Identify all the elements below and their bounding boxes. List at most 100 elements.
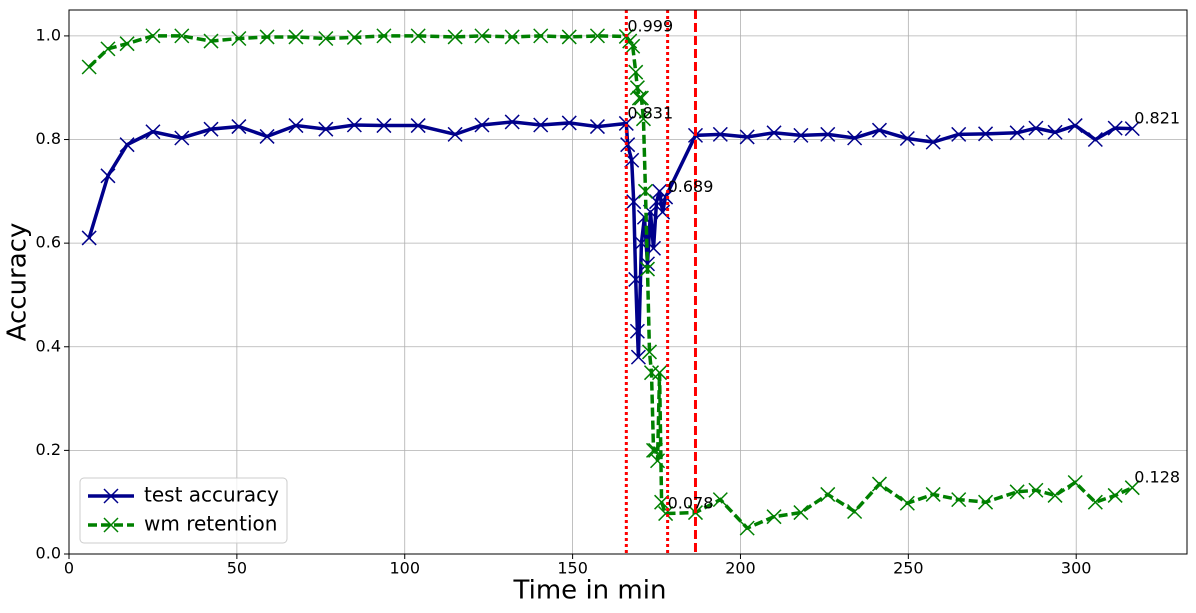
marker: [641, 344, 658, 360]
marker: [288, 29, 304, 45]
marker: [639, 256, 656, 272]
marker: [643, 365, 660, 381]
marker: [103, 488, 119, 504]
x-tick-label: 100: [389, 559, 420, 578]
marker: [1047, 124, 1063, 140]
marker: [633, 90, 649, 106]
marker: [1009, 125, 1025, 141]
y-tick-label: 0.0: [36, 544, 61, 563]
marker: [766, 509, 782, 525]
legend: test accuracy wm retention: [79, 477, 288, 544]
x-tick-label: 0: [64, 559, 74, 578]
marker: [626, 194, 642, 210]
y-axis-label: Accuracy: [3, 223, 33, 342]
annotation: 0.078: [668, 494, 714, 513]
marker: [847, 503, 863, 520]
marker: [766, 125, 782, 141]
marker: [145, 124, 161, 140]
marker: [645, 240, 662, 256]
marker: [504, 29, 520, 45]
marker: [951, 492, 967, 508]
marker: [100, 168, 116, 184]
marker: [145, 28, 161, 44]
marker: [1107, 487, 1123, 503]
marker: [871, 476, 887, 492]
y-tick-label: 0.4: [36, 336, 61, 355]
x-tick-label: 50: [227, 559, 247, 578]
marker: [533, 117, 549, 133]
y-tick-label: 0.2: [36, 440, 61, 459]
marker: [346, 117, 362, 133]
marker: [1124, 121, 1140, 137]
marker: [119, 36, 135, 52]
marker: [978, 494, 994, 510]
marker: [119, 137, 135, 153]
marker: [346, 29, 362, 45]
x-axis-label: Time in min: [513, 576, 667, 606]
legend-label: test accuracy: [144, 483, 279, 507]
marker: [658, 506, 674, 522]
plot-frame: [68, 9, 1188, 555]
x-tick-label: 300: [1061, 559, 1092, 578]
marker: [447, 29, 463, 45]
annotation: 0.821: [1134, 109, 1180, 128]
marker: [1067, 118, 1083, 134]
data-line: [87, 120, 1133, 358]
annotation: 0.831: [627, 103, 673, 122]
annotation: 0.128: [1134, 468, 1180, 487]
marker: [633, 235, 649, 251]
marker: [318, 30, 334, 47]
marker: [174, 130, 190, 146]
marker: [1028, 482, 1044, 498]
marker: [628, 64, 644, 80]
annotation: 0.999: [627, 16, 673, 35]
marker: [899, 495, 915, 511]
marker: [81, 230, 97, 246]
marker: [978, 126, 994, 142]
marker: [739, 129, 755, 145]
marker: [650, 453, 666, 469]
marker: [820, 486, 836, 502]
marker: [630, 349, 646, 365]
marker: [645, 442, 662, 458]
marker: [629, 323, 645, 339]
marker: [376, 118, 392, 134]
marker: [628, 271, 644, 287]
x-tick-label: 150: [557, 559, 588, 578]
data-line: [87, 34, 1134, 531]
marker: [410, 28, 426, 44]
marker: [100, 41, 116, 57]
marker: [1028, 120, 1044, 136]
marker: [231, 30, 247, 47]
marker: [259, 128, 275, 144]
marker: [739, 520, 755, 536]
marker: [288, 118, 304, 134]
marker: [793, 505, 809, 521]
marker: [1087, 494, 1103, 510]
marker: [259, 29, 275, 45]
marker: [631, 90, 647, 106]
marker: [1067, 474, 1083, 491]
marker: [1087, 131, 1103, 148]
marker: [561, 29, 577, 45]
marker: [203, 121, 219, 137]
marker: [712, 492, 728, 508]
x-tick-label: 250: [893, 559, 924, 578]
marker: [625, 38, 641, 54]
marker: [1009, 484, 1025, 500]
marker: [652, 365, 668, 381]
marker: [81, 59, 97, 75]
marker: [474, 117, 490, 133]
marker: [658, 189, 674, 205]
marker: [589, 119, 605, 135]
marker: [561, 115, 577, 131]
marker: [618, 115, 634, 131]
marker: [820, 126, 836, 142]
marker: [174, 28, 190, 44]
x-tick-label: 200: [725, 559, 756, 578]
marker: [635, 111, 651, 127]
marker: [504, 114, 520, 130]
marker: [925, 134, 941, 150]
y-tick-label: 0.8: [36, 129, 61, 148]
